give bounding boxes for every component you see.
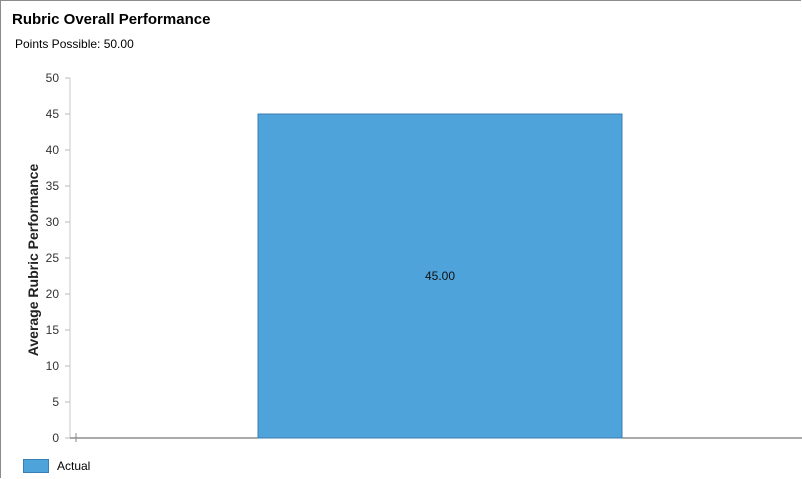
- y-tick-label: 10: [46, 359, 60, 373]
- y-tick-label: 20: [46, 287, 60, 301]
- y-tick-label: 5: [52, 395, 59, 409]
- y-axis-title: Average Rubric Performance: [25, 164, 41, 357]
- y-tick-label: 50: [46, 71, 60, 85]
- legend: Actual: [23, 459, 90, 473]
- chart-title: Rubric Overall Performance: [12, 11, 211, 28]
- y-tick-label: 25: [46, 251, 60, 265]
- y-tick-label: 30: [46, 215, 60, 229]
- y-tick-label: 0: [52, 431, 59, 445]
- y-tick-label: 35: [46, 179, 60, 193]
- bar-data-label: 45.00: [425, 269, 455, 283]
- bars: 45.00: [257, 113, 623, 439]
- y-tick-label: 15: [46, 323, 60, 337]
- legend-swatch: [23, 459, 49, 473]
- y-tick-label: 40: [46, 143, 60, 157]
- legend-label: Actual: [57, 459, 91, 473]
- chart-subtitle: Points Possible: 50.00: [15, 37, 134, 51]
- y-tick-label: 45: [46, 107, 60, 121]
- bar[interactable]: [257, 113, 623, 439]
